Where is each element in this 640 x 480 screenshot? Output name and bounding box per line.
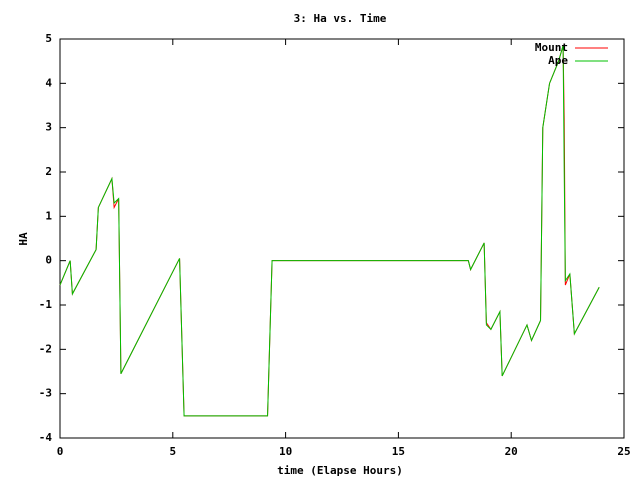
y-tick-label: 4: [45, 76, 52, 89]
x-tick-label: 10: [279, 445, 292, 458]
y-tick-label: -1: [39, 298, 53, 311]
legend-label: Mount: [535, 41, 568, 54]
y-tick-label: -3: [39, 387, 52, 400]
y-tick-label: 0: [45, 254, 52, 267]
legend-label: Ape: [548, 54, 568, 67]
series-line: [59, 45, 600, 417]
y-axis-label: HA: [17, 232, 30, 246]
x-tick-label: 5: [169, 445, 176, 458]
x-tick-label: 20: [505, 445, 518, 458]
chart-title: 3: Ha vs. Time: [294, 12, 387, 25]
y-tick-label: 3: [45, 121, 52, 134]
y-tick-label: -4: [39, 431, 53, 444]
x-tick-label: 15: [392, 445, 405, 458]
y-tick-label: 1: [45, 209, 52, 222]
x-axis-label: time (Elapse Hours): [277, 464, 403, 477]
y-tick-label: 5: [45, 32, 52, 45]
plot-frame: [59, 38, 625, 439]
x-tick-label: 0: [57, 445, 64, 458]
x-tick-label: 25: [617, 445, 630, 458]
y-tick-label: 2: [45, 165, 52, 178]
y-tick-label: -2: [39, 342, 52, 355]
